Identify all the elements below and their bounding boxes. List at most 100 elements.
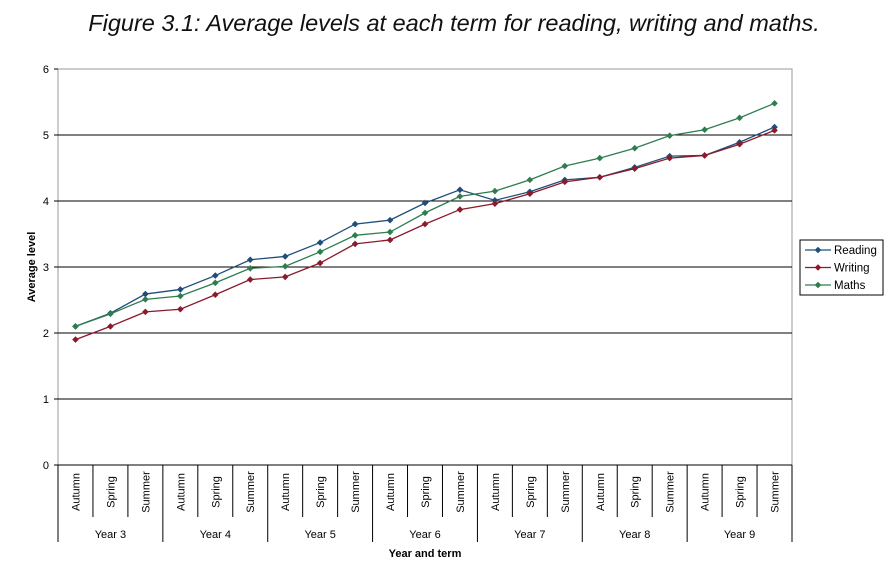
data-point-reading bbox=[142, 290, 149, 298]
data-point-maths bbox=[631, 144, 639, 152]
y-tick-label: 3 bbox=[43, 262, 49, 274]
x-term-label: Spring bbox=[735, 476, 747, 508]
x-group-label: Year 8 bbox=[619, 529, 650, 541]
legend-label: Maths bbox=[834, 280, 866, 292]
data-point-maths bbox=[771, 100, 778, 107]
series-writing bbox=[72, 127, 778, 343]
data-point-reading bbox=[456, 186, 464, 194]
data-point-writing bbox=[177, 305, 184, 313]
data-point-maths bbox=[107, 310, 114, 318]
data-point-maths bbox=[596, 154, 604, 162]
x-term-label: Spring bbox=[630, 476, 642, 508]
data-point-maths bbox=[246, 265, 254, 272]
series-lines bbox=[72, 100, 778, 343]
data-point-maths bbox=[142, 296, 149, 303]
data-point-writing bbox=[142, 308, 149, 316]
data-point-writing bbox=[701, 152, 708, 159]
x-term-label: Summer bbox=[140, 471, 152, 513]
data-point-maths bbox=[491, 187, 499, 195]
x-group-label: Year 7 bbox=[514, 529, 545, 541]
data-point-reading bbox=[246, 256, 254, 264]
data-point-writing bbox=[771, 127, 778, 134]
data-point-writing bbox=[561, 178, 569, 186]
x-term-label: Autumn bbox=[490, 473, 502, 511]
data-point-writing bbox=[107, 323, 114, 330]
data-point-writing bbox=[631, 165, 639, 172]
data-point-maths bbox=[666, 132, 673, 139]
y-axis: 0 1 2 3 4 5 6 bbox=[43, 64, 58, 472]
data-point-reading bbox=[177, 286, 184, 293]
data-point-reading bbox=[491, 197, 499, 204]
y-tick-label: 1 bbox=[43, 394, 49, 406]
data-point-reading bbox=[421, 199, 429, 207]
x-term-label: Autumn bbox=[595, 473, 607, 511]
data-point-writing bbox=[281, 273, 289, 281]
x-term-label: Spring bbox=[315, 476, 327, 508]
data-point-writing bbox=[491, 200, 499, 207]
data-point-writing bbox=[246, 276, 254, 283]
data-point-reading bbox=[351, 220, 359, 228]
data-point-writing bbox=[211, 291, 219, 299]
y-tick-label: 4 bbox=[43, 196, 49, 208]
data-point-maths bbox=[351, 232, 359, 239]
data-point-maths bbox=[72, 323, 79, 330]
data-point-maths bbox=[281, 263, 289, 270]
legend-swatch-marker bbox=[814, 246, 822, 254]
x-term-label: Spring bbox=[210, 476, 222, 508]
legend-entry-writing: Writing bbox=[805, 263, 870, 275]
data-point-maths bbox=[526, 176, 534, 184]
legend-swatch-marker bbox=[814, 264, 822, 271]
data-point-reading bbox=[211, 272, 219, 279]
data-point-maths bbox=[421, 209, 429, 217]
y-tick-label: 2 bbox=[43, 328, 49, 340]
x-group-label: Year 5 bbox=[304, 529, 335, 541]
data-point-reading bbox=[386, 216, 394, 224]
x-axis: Autumn Spring Summer Autumn Spring Summer Autu… bbox=[57, 464, 793, 542]
x-term-label: Autumn bbox=[700, 473, 712, 511]
data-point-maths bbox=[211, 279, 219, 287]
data-point-writing bbox=[526, 190, 534, 198]
data-point-writing bbox=[666, 154, 673, 162]
data-point-maths bbox=[561, 162, 569, 170]
x-term-label: Autumn bbox=[385, 473, 397, 511]
legend-label: Reading bbox=[834, 245, 877, 257]
data-point-maths bbox=[701, 126, 708, 134]
x-term-label: Summer bbox=[560, 471, 572, 513]
data-point-writing bbox=[456, 206, 464, 213]
x-group-label: Year 9 bbox=[724, 529, 755, 541]
x-term-label: Summer bbox=[770, 471, 782, 513]
data-point-maths bbox=[316, 248, 324, 256]
y-tick-label: 0 bbox=[43, 460, 49, 472]
data-point-writing bbox=[736, 140, 743, 148]
data-point-writing bbox=[421, 220, 429, 228]
x-term-label: Autumn bbox=[70, 473, 82, 511]
x-term-label: Spring bbox=[420, 476, 432, 508]
x-group-label: Year 6 bbox=[409, 529, 440, 541]
x-term-label: Summer bbox=[350, 471, 362, 513]
x-term-label: Summer bbox=[665, 471, 677, 513]
legend-entry-maths: Maths bbox=[805, 280, 866, 292]
chart-title: Figure 3.1: Average levels at each term … bbox=[88, 10, 819, 36]
x-term-label: Spring bbox=[525, 476, 537, 508]
data-point-writing bbox=[72, 336, 79, 343]
data-point-writing bbox=[351, 240, 359, 248]
y-tick-label: 5 bbox=[43, 130, 49, 142]
data-point-reading bbox=[316, 239, 324, 246]
data-point-maths bbox=[177, 292, 184, 300]
x-term-label: Spring bbox=[105, 476, 117, 508]
data-point-reading bbox=[281, 253, 289, 260]
x-term-label: Summer bbox=[455, 471, 467, 513]
legend-entry-reading: Reading bbox=[805, 245, 877, 257]
data-point-maths bbox=[736, 114, 743, 122]
legend-label: Writing bbox=[834, 263, 870, 275]
data-point-writing bbox=[596, 173, 604, 181]
x-term-label: Autumn bbox=[175, 473, 187, 511]
y-axis-label: Average level bbox=[26, 232, 38, 303]
data-point-maths bbox=[456, 193, 464, 200]
x-group-label: Year 3 bbox=[95, 529, 126, 541]
data-point-writing bbox=[316, 259, 324, 267]
x-axis-label: Year and term bbox=[389, 548, 462, 560]
data-point-maths bbox=[386, 228, 394, 236]
x-term-label: Autumn bbox=[280, 473, 292, 511]
